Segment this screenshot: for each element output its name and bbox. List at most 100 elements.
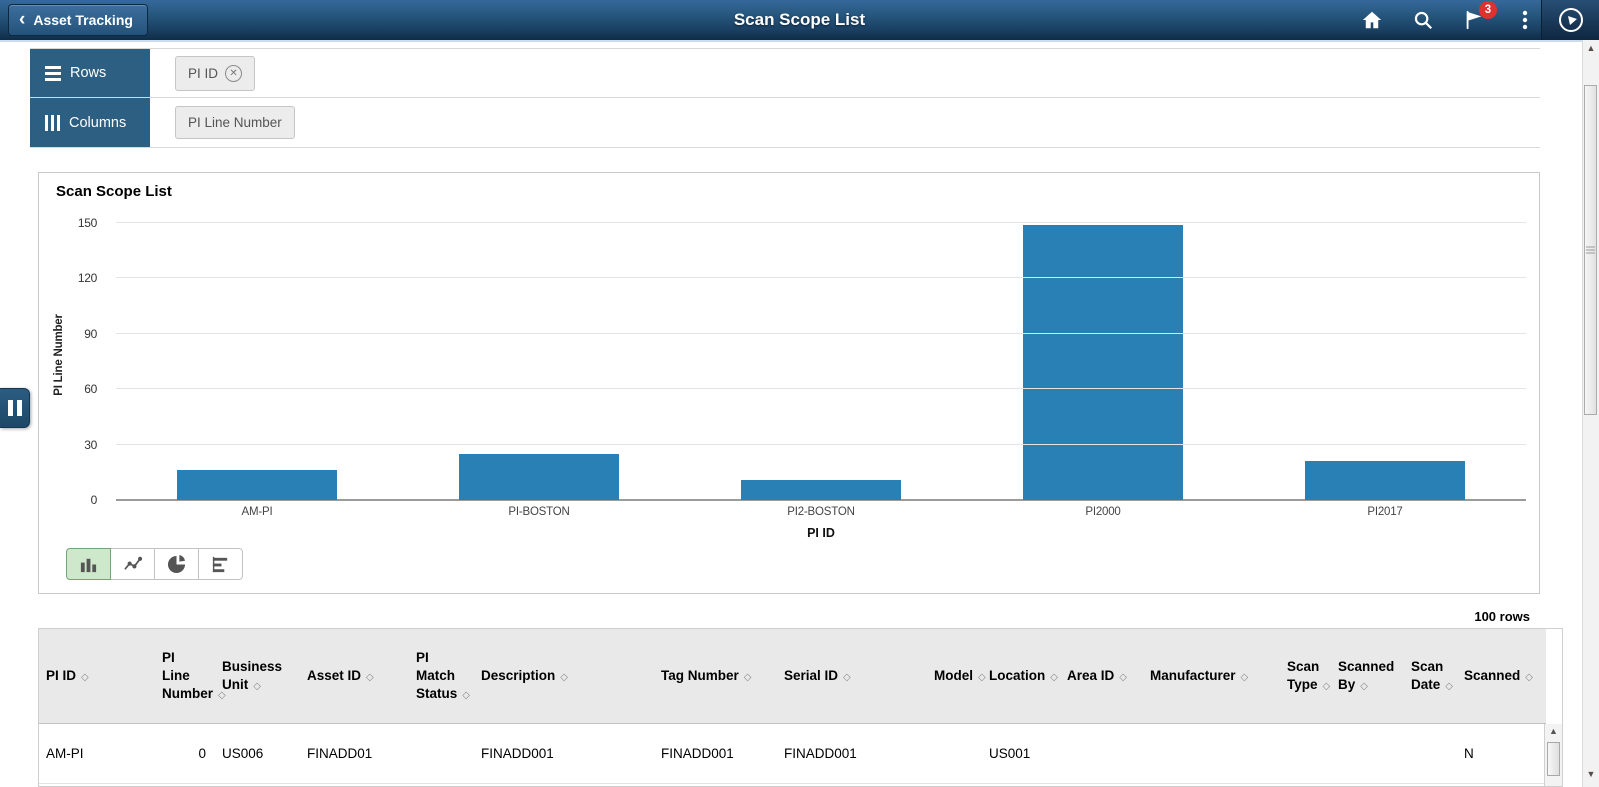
bar-pi2-boston[interactable] (740, 479, 902, 500)
x-category-label: PI2-BOSTON (787, 506, 855, 518)
sort-icon: ◇ (1240, 671, 1249, 683)
bar-pi2017[interactable] (1304, 461, 1466, 500)
pie-chart-button[interactable] (154, 548, 199, 580)
cell-serial-id: FINADD001 (776, 723, 926, 784)
results-grid: PI ID ◇ PI Line Number ◇ Business Unit ◇ Asset… (38, 628, 1563, 787)
sort-icon: ◇ (1445, 680, 1453, 692)
bar-pi-boston[interactable] (458, 453, 620, 500)
column-header-business-unit[interactable]: Business Unit ◇ (214, 629, 299, 724)
bar-pi2000[interactable] (1022, 224, 1184, 500)
sort-icon: ◇ (978, 671, 986, 683)
cell-area-id (1059, 723, 1142, 784)
cell-asset-id: FINADD01 (299, 723, 408, 784)
column-header-area-id[interactable]: Area ID ◇ (1059, 629, 1142, 724)
column-header-tag-number[interactable]: Tag Number ◇ (653, 629, 776, 724)
vertical-bar-chart-button[interactable] (66, 548, 111, 580)
back-button[interactable]: ‹ Asset Tracking (8, 4, 148, 36)
rows-count-label: 100 rows (1474, 609, 1530, 624)
table-row[interactable]: AM-PI 0 US006 FINADD01 FINADD001 FINADD001 FIN… (39, 723, 1546, 784)
notifications-flag-icon[interactable]: 3 (1462, 1, 1497, 32)
sort-icon: ◇ (366, 671, 374, 683)
cell-location: US001 (981, 723, 1059, 784)
y-tick-label: 30 (84, 437, 97, 452)
column-header-serial-id[interactable]: Serial ID ◇ (776, 629, 926, 724)
y-tick-label: 90 (84, 326, 97, 341)
rows-icon (45, 65, 61, 81)
table-header-row: PI ID ◇ PI Line Number ◇ Business Unit ◇ Asset… (39, 629, 1546, 724)
columns-option-row: Columns PI Line Number (30, 98, 1540, 148)
rows-label: Rows (70, 65, 107, 81)
cell-scanned: N (1456, 723, 1546, 784)
scroll-up-icon[interactable]: ▲ (1586, 43, 1596, 53)
cell-tag-number: FINADD001 (653, 723, 776, 784)
column-header-pi-id[interactable]: PI ID ◇ (39, 629, 154, 724)
column-header-pi-match-status[interactable]: PI Match Status ◇ (408, 629, 473, 724)
column-header-scanned-by[interactable]: Scanned By ◇ (1330, 629, 1403, 724)
back-button-label: Asset Tracking (33, 12, 133, 28)
x-category-label: PI-BOSTON (508, 506, 570, 518)
chart-title: Scan Scope List (56, 183, 172, 200)
rows-chip-pi-id[interactable]: PI ID ✕ (175, 55, 256, 91)
columns-icon (45, 114, 60, 131)
x-category-label: AM-PI (241, 506, 273, 518)
table-scrollbar-thumb[interactable] (1547, 742, 1560, 776)
sort-icon: ◇ (1360, 680, 1368, 692)
x-category-label: PI2000 (1085, 506, 1121, 518)
page-scrollbar[interactable]: ▲ ▼ (1582, 40, 1599, 787)
rows-header[interactable]: Rows (30, 49, 150, 97)
sort-icon: ◇ (462, 689, 470, 701)
x-axis-labels: AM-PI PI-BOSTON PI2-BOSTON PI2000 PI2017 (116, 506, 1526, 518)
chart-type-toolbar (66, 548, 243, 580)
columns-chip-pi-line-number[interactable]: PI Line Number (175, 106, 295, 139)
plot-area (116, 222, 1526, 501)
sort-icon: ◇ (1119, 671, 1127, 683)
column-header-scanned[interactable]: Scanned ◇ (1456, 629, 1546, 724)
table-scrollbar[interactable]: ▲ (1544, 724, 1562, 786)
columns-chip-label: PI Line Number (188, 115, 282, 130)
column-header-location[interactable]: Location ◇ (981, 629, 1059, 724)
actions-menu-icon[interactable] (1513, 8, 1537, 32)
rows-chip-label: PI ID (188, 65, 219, 81)
navbar-compass-icon[interactable] (1541, 0, 1599, 40)
home-icon[interactable] (1360, 8, 1384, 32)
scroll-down-icon[interactable]: ▼ (1586, 769, 1596, 779)
search-icon[interactable] (1411, 8, 1435, 32)
cell-pi-id: AM-PI (39, 723, 154, 784)
results-table: PI ID ◇ PI Line Number ◇ Business Unit ◇ Asset… (39, 629, 1546, 784)
sort-icon: ◇ (81, 671, 89, 683)
cell-pi-line-number: 0 (154, 723, 214, 784)
column-header-model[interactable]: Model ◇ (926, 629, 986, 724)
pivot-options-panel: Rows PI ID ✕ Columns PI Line Number (30, 48, 1540, 148)
sort-icon: ◇ (218, 689, 226, 701)
cell-scanned-by (1330, 723, 1403, 784)
app-header: ‹ Asset Tracking Scan Scope List 3 (0, 0, 1599, 40)
y-tick-label: 150 (77, 216, 97, 230)
column-header-pi-line-number[interactable]: PI Line Number ◇ (154, 629, 226, 724)
sort-icon: ◇ (560, 671, 568, 683)
sort-icon: ◇ (843, 671, 851, 683)
notification-badge: 3 (1479, 1, 1497, 19)
cell-description: FINADD001 (473, 723, 653, 784)
pause-bars-icon (7, 400, 13, 416)
column-header-description[interactable]: Description ◇ (473, 629, 653, 724)
remove-chip-icon[interactable]: ✕ (225, 64, 243, 82)
page-scrollbar-thumb[interactable] (1584, 85, 1597, 415)
side-panel-handle[interactable] (0, 388, 30, 428)
column-header-scan-date[interactable]: Scan Date ◇ (1403, 629, 1456, 724)
y-tick-label: 60 (84, 382, 97, 397)
gridline (116, 388, 1526, 390)
cell-scan-type (1279, 723, 1330, 784)
table-body: AM-PI 0 US006 FINADD01 FINADD001 FINADD001 FIN… (39, 723, 1546, 784)
column-header-scan-type[interactable]: Scan Type ◇ (1279, 629, 1330, 724)
horizontal-bar-chart-button[interactable] (198, 548, 243, 580)
cell-pi-match-status (408, 723, 473, 784)
columns-header[interactable]: Columns (30, 98, 150, 147)
column-header-asset-id[interactable]: Asset ID ◇ (299, 629, 408, 724)
line-chart-button[interactable] (110, 548, 155, 580)
column-header-manufacturer[interactable]: Manufacturer ◇ (1142, 629, 1279, 724)
bar-am-pi[interactable] (176, 470, 338, 500)
header-separator (0, 40, 1599, 42)
chart-container: Scan Scope List PI Line Number 0 30 60 90 12… (38, 172, 1540, 594)
page-title: Scan Scope List (733, 10, 866, 29)
table-scroll-up-icon[interactable]: ▲ (1549, 726, 1558, 736)
